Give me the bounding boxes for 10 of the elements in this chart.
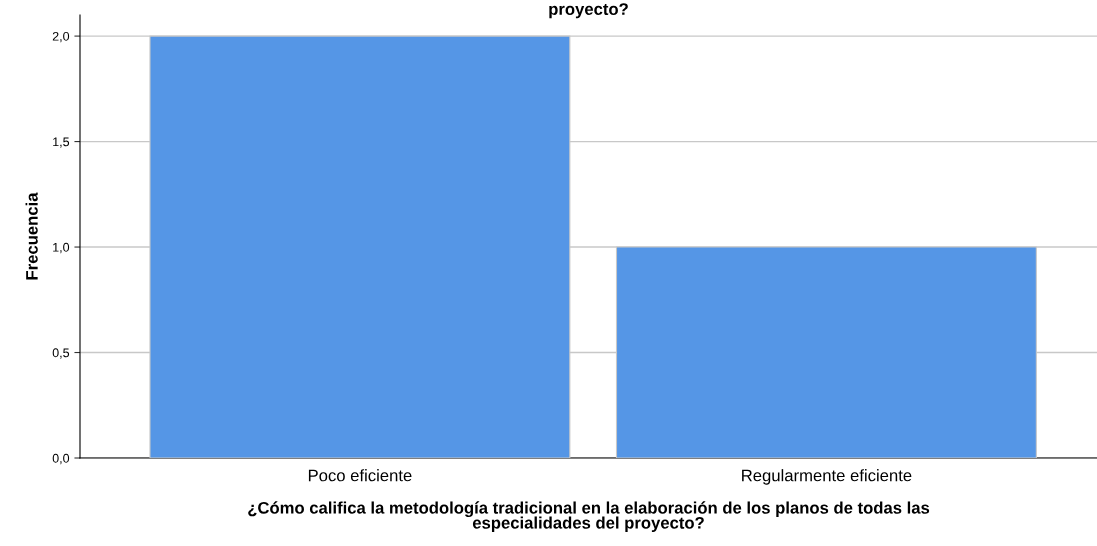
chart-title: proyecto? (549, 3, 628, 19)
x-tick-label: Poco eficiente (308, 469, 412, 482)
y-tick-label: 0,5 (52, 348, 70, 359)
x-tick-label: Regularmente eficiente (742, 469, 912, 485)
y-tick-label: 1,0 (53, 242, 70, 254)
y-tick-label: 2,0 (52, 31, 70, 43)
y-axis-title: Frecuencia (25, 192, 38, 280)
y-tick-label: 1,5 (53, 137, 70, 148)
y-tick-label: 0,0 (52, 453, 70, 465)
x-axis-title: ¿Cómo califica la metodología tradicional en la elaboración de los planos de todas las especialidades del proyecto? (248, 501, 930, 532)
